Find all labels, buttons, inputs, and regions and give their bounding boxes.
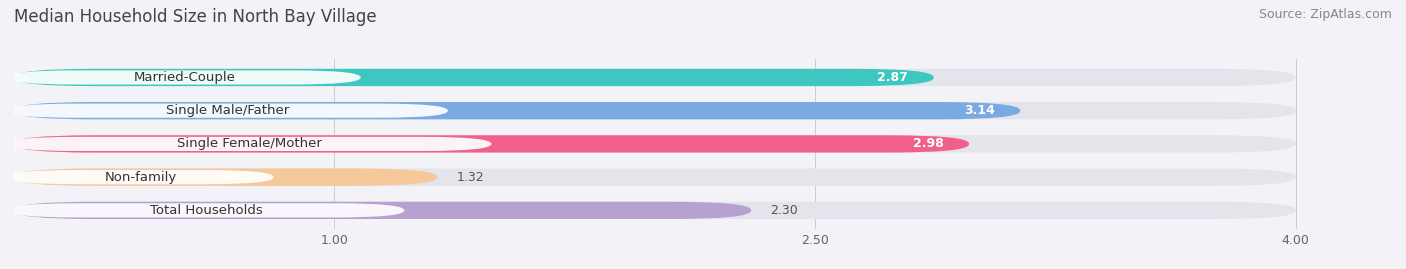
Text: 2.98: 2.98 [912, 137, 943, 150]
FancyBboxPatch shape [14, 135, 969, 153]
FancyBboxPatch shape [7, 170, 274, 184]
Text: 3.14: 3.14 [963, 104, 994, 117]
Text: 1.32: 1.32 [457, 171, 484, 184]
FancyBboxPatch shape [7, 203, 405, 217]
FancyBboxPatch shape [14, 168, 1296, 186]
FancyBboxPatch shape [7, 137, 492, 151]
FancyBboxPatch shape [7, 104, 449, 118]
FancyBboxPatch shape [14, 202, 1296, 219]
Text: Married-Couple: Married-Couple [134, 71, 235, 84]
Text: Single Female/Mother: Single Female/Mother [177, 137, 322, 150]
Text: 2.87: 2.87 [877, 71, 908, 84]
Text: Total Households: Total Households [149, 204, 263, 217]
Text: Non-family: Non-family [104, 171, 177, 184]
Text: Median Household Size in North Bay Village: Median Household Size in North Bay Villa… [14, 8, 377, 26]
FancyBboxPatch shape [14, 102, 1296, 119]
FancyBboxPatch shape [14, 69, 1296, 86]
FancyBboxPatch shape [14, 168, 437, 186]
FancyBboxPatch shape [14, 135, 1296, 153]
Text: Single Male/Father: Single Male/Father [166, 104, 290, 117]
FancyBboxPatch shape [14, 69, 934, 86]
FancyBboxPatch shape [14, 202, 751, 219]
Text: Source: ZipAtlas.com: Source: ZipAtlas.com [1258, 8, 1392, 21]
FancyBboxPatch shape [14, 102, 1021, 119]
FancyBboxPatch shape [7, 70, 361, 84]
Text: 2.30: 2.30 [770, 204, 799, 217]
